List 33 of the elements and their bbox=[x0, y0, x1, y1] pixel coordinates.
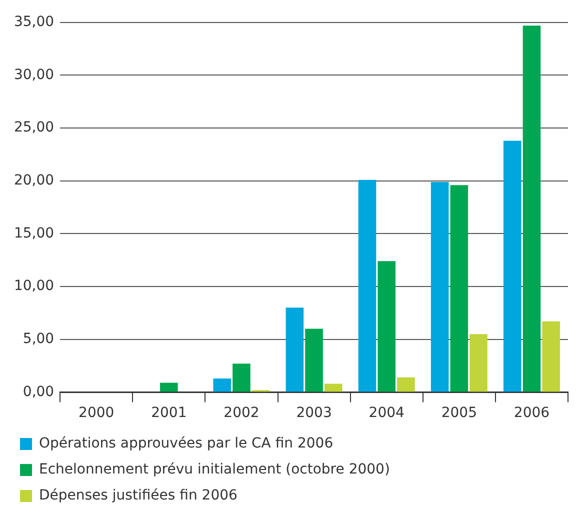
legend-label: Echelonnement prévu initialement (octobre 2000) bbox=[39, 462, 390, 478]
x-tick-label: 2006 bbox=[514, 405, 550, 422]
y-tick-label: 35,00 bbox=[14, 14, 54, 30]
y-tick-label: 5,00 bbox=[22, 331, 54, 348]
y-tick-label: 30,00 bbox=[14, 66, 54, 83]
legend-label: Opérations approuvées par le CA fin 2006 bbox=[39, 436, 334, 452]
bar bbox=[522, 26, 541, 392]
bar bbox=[358, 180, 376, 392]
bar bbox=[305, 328, 323, 392]
bar bbox=[450, 185, 468, 392]
bar bbox=[286, 308, 304, 392]
bar bbox=[232, 364, 250, 392]
bar bbox=[160, 382, 178, 392]
bar bbox=[542, 321, 560, 392]
y-tick-label: 15,00 bbox=[14, 225, 54, 242]
y-tick-label: 20,00 bbox=[14, 172, 54, 189]
bar bbox=[430, 182, 449, 392]
y-tick-label: 0,00 bbox=[22, 384, 54, 400]
x-tick-label: 2004 bbox=[368, 405, 404, 422]
bar bbox=[378, 261, 396, 392]
x-tick-label: 2003 bbox=[296, 405, 332, 422]
bar bbox=[324, 384, 342, 392]
y-tick-label: 10,00 bbox=[14, 278, 54, 294]
bar bbox=[470, 334, 488, 392]
bar bbox=[503, 140, 522, 392]
y-tick-label: 25,00 bbox=[14, 120, 54, 136]
x-tick-label: 2005 bbox=[441, 405, 477, 422]
x-tick-label: 2001 bbox=[151, 405, 187, 422]
x-tick-label: 2000 bbox=[78, 405, 114, 422]
x-tick-label: 2002 bbox=[224, 405, 260, 422]
bar bbox=[397, 377, 415, 392]
legend-label: Dépenses justifiées fin 2006 bbox=[39, 488, 238, 504]
bar bbox=[213, 378, 232, 392]
